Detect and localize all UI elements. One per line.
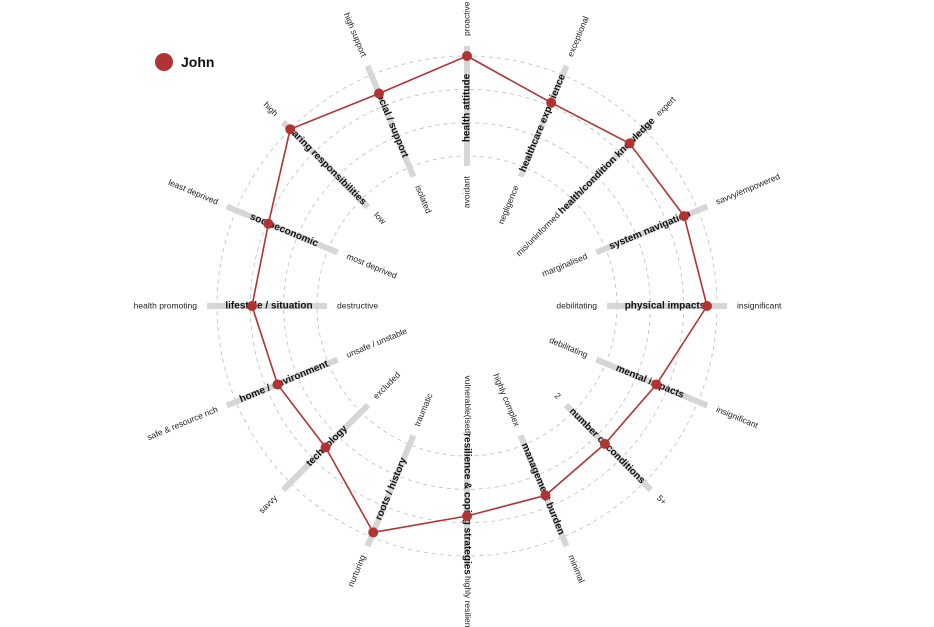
axis-outer-label: savvy	[257, 492, 280, 515]
data-point	[320, 442, 331, 453]
data-point	[247, 301, 257, 311]
axis-outer-label: safe & resource rich	[146, 404, 220, 442]
data-point	[679, 211, 690, 222]
axis-inner-label: 2	[553, 391, 564, 402]
axis-title: healthcare experience	[518, 72, 569, 174]
data-point	[651, 379, 662, 390]
axis-title: health/condition knowledge	[557, 115, 658, 216]
axis-title: resilience & coping strategies	[461, 433, 472, 575]
axis-outer-label: insignificant	[737, 300, 782, 310]
data-point	[263, 218, 274, 229]
axis-inner-label: low	[372, 210, 389, 227]
axis-inner-label: mis/uninformed	[514, 210, 562, 258]
legend-swatch	[155, 53, 173, 71]
axis-line	[225, 203, 339, 256]
axis-outer-label: highly resilient	[463, 576, 473, 627]
data-point	[624, 138, 635, 149]
axis-outer-label: high support	[342, 11, 369, 59]
axis-outer-label: proactive	[461, 1, 471, 36]
legend-label: John	[181, 54, 215, 70]
axis-title: physical impacts	[625, 301, 706, 312]
data-point	[368, 527, 379, 538]
data-point	[462, 51, 472, 61]
axis-outer-label: minimal	[566, 553, 586, 584]
axis-outer-label: high	[262, 100, 281, 119]
axis-line	[517, 64, 570, 178]
axis-line	[595, 356, 709, 409]
axis-inner-label: avoidant	[461, 175, 471, 208]
axis-title: health attitude	[462, 73, 473, 142]
data-point	[285, 124, 296, 135]
data-point	[546, 97, 557, 108]
axis-outer-label: least deprived	[167, 177, 220, 207]
axis-inner-label: vulnerable(ised)	[463, 376, 473, 437]
data-point	[540, 490, 551, 501]
axis-line	[281, 120, 371, 210]
axis-line	[563, 120, 653, 210]
axis-inner-label: debilitating	[556, 300, 597, 310]
axis-line	[364, 64, 417, 178]
axis-title: management burden	[519, 441, 567, 536]
axis-inner-label: most deprived	[345, 251, 398, 281]
axis-title: roots / history	[374, 456, 410, 522]
data-point	[373, 88, 384, 99]
axis-outer-label: insignificant	[715, 404, 760, 430]
axis-inner-label: highly complex	[491, 372, 522, 428]
axis-title: home / environment	[238, 358, 331, 405]
data-point	[599, 438, 610, 449]
axis-outer-label: nurturing	[346, 553, 368, 588]
axis-inner-label: unsafe / unstable	[345, 326, 409, 360]
data-point	[272, 379, 283, 390]
axis-outer-label: expert	[654, 94, 678, 118]
axis-outer-label: exceptional	[565, 15, 591, 59]
axis-outer-label: 5+	[655, 493, 669, 507]
axis-title: mental impacts	[614, 363, 686, 401]
axis-inner-label: excluded	[371, 370, 402, 401]
axis-title: lifestyle / situation	[225, 301, 312, 312]
axis-outer-label: savvy/empowered	[714, 171, 781, 207]
axis-title: socioeconomic	[248, 211, 320, 249]
data-point	[462, 511, 472, 521]
axis-inner-label: marginalised	[540, 251, 589, 279]
axis-inner-label: destructive	[337, 300, 378, 310]
axis-title: caring responsibilities	[285, 125, 368, 208]
axis-inner-label: isolated	[413, 184, 434, 215]
axis-line	[563, 402, 653, 492]
axis-outer-label: health promoting	[134, 300, 198, 310]
data-point	[702, 301, 712, 311]
axis-inner-label: negligence	[496, 183, 521, 225]
axis-inner-label: traumatic	[412, 391, 435, 428]
legend: John	[155, 53, 214, 71]
axis-inner-label: debilitating	[548, 335, 590, 360]
